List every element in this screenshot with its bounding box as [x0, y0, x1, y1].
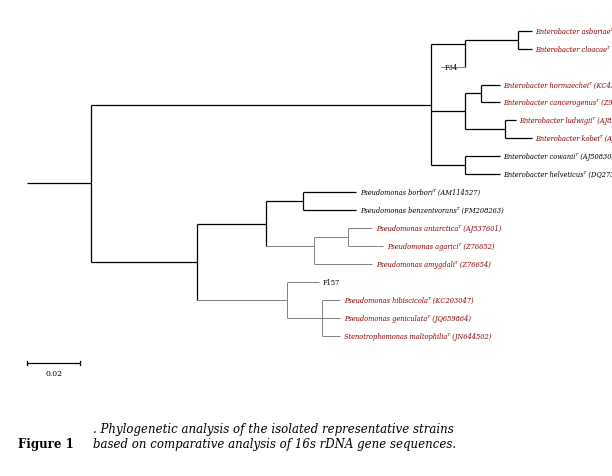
Text: Enterobacter cancerogenusᵀ (Z96078): Enterobacter cancerogenusᵀ (Z96078) [504, 99, 612, 107]
Text: Enterobacter helveticusᵀ (DQ273688): Enterobacter helveticusᵀ (DQ273688) [504, 171, 612, 179]
Text: Enterobacter cowaniiᵀ (AJ508303): Enterobacter cowaniiᵀ (AJ508303) [504, 153, 612, 161]
Text: Pseudomonas geniculataᵀ (JQ659864): Pseudomonas geniculataᵀ (JQ659864) [344, 314, 471, 322]
Text: Enterobacter ludwigiiᵀ (AJ853891): Enterobacter ludwigiiᵀ (AJ853891) [520, 117, 612, 125]
Text: Pseudomonas amygdaliᵀ (Z76654): Pseudomonas amygdaliᵀ (Z76654) [376, 260, 491, 268]
Text: Pseudomonas borboriᵀ (AM114527): Pseudomonas borboriᵀ (AM114527) [360, 189, 480, 197]
Text: Figure 1: Figure 1 [18, 437, 74, 450]
Text: Pseudomonas antarcticaᵀ (AJ537601): Pseudomonas antarcticaᵀ (AJ537601) [376, 225, 501, 233]
Text: Enterobacter hormaecheiᵀ (KC431790): Enterobacter hormaecheiᵀ (KC431790) [504, 81, 612, 89]
Text: . Phylogenetic analysis of the isolated representative strains
based on comparat: . Phylogenetic analysis of the isolated … [93, 422, 456, 450]
Text: Stenotrophomonas maltophiliaᵀ (JN644502): Stenotrophomonas maltophiliaᵀ (JN644502) [344, 332, 491, 340]
Text: Enterobacter kobeiᵀ (AJ508301): Enterobacter kobeiᵀ (AJ508301) [536, 135, 612, 143]
Text: Enterobacter asburiaeᵀ (KF360066): Enterobacter asburiaeᵀ (KF360066) [536, 28, 612, 36]
Text: Pseudomonas hibiscicolaᵀ (KC203047): Pseudomonas hibiscicolaᵀ (KC203047) [344, 296, 474, 304]
Text: F34: F34 [445, 63, 458, 71]
Text: Pseudomonas agariciᵀ (Z76652): Pseudomonas agariciᵀ (Z76652) [387, 242, 494, 250]
Text: Pseudomonas benzenivoransᵀ (FM208263): Pseudomonas benzenivoransᵀ (FM208263) [360, 207, 504, 215]
Text: 0.02: 0.02 [45, 369, 62, 377]
Text: F157: F157 [323, 278, 340, 286]
Text: Enterobacter cloacaeᵀ (JF261136): Enterobacter cloacaeᵀ (JF261136) [536, 46, 612, 53]
